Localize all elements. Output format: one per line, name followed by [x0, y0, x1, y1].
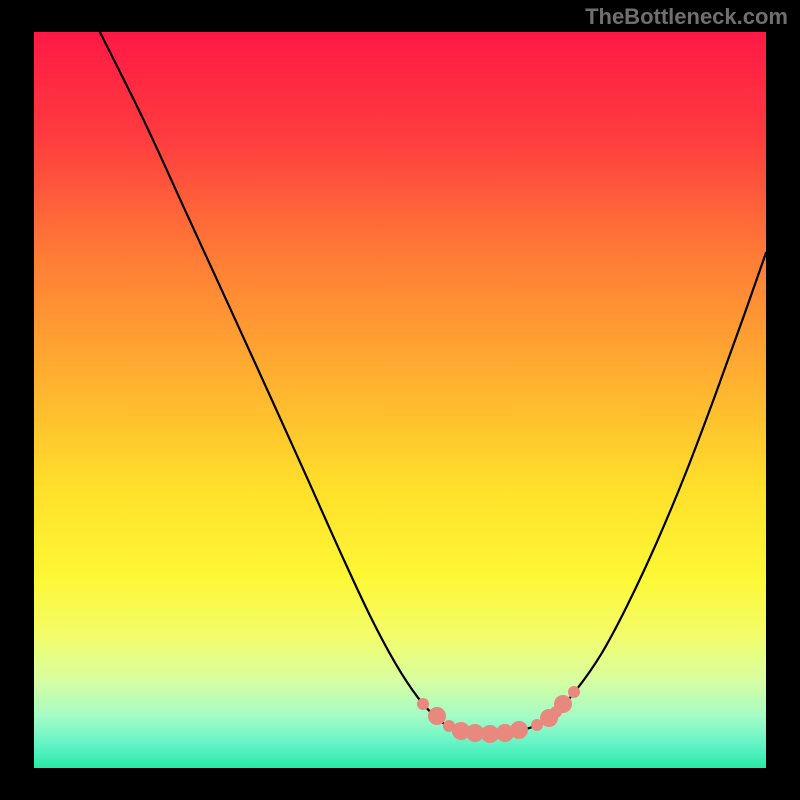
chart-container: TheBottleneck.com [0, 0, 800, 800]
watermark-text: TheBottleneck.com [585, 4, 788, 30]
data-marker [554, 695, 572, 713]
marker-layer [34, 32, 766, 768]
data-marker [568, 686, 580, 698]
data-marker [510, 721, 528, 739]
data-marker [417, 698, 429, 710]
plot-area [34, 32, 766, 768]
